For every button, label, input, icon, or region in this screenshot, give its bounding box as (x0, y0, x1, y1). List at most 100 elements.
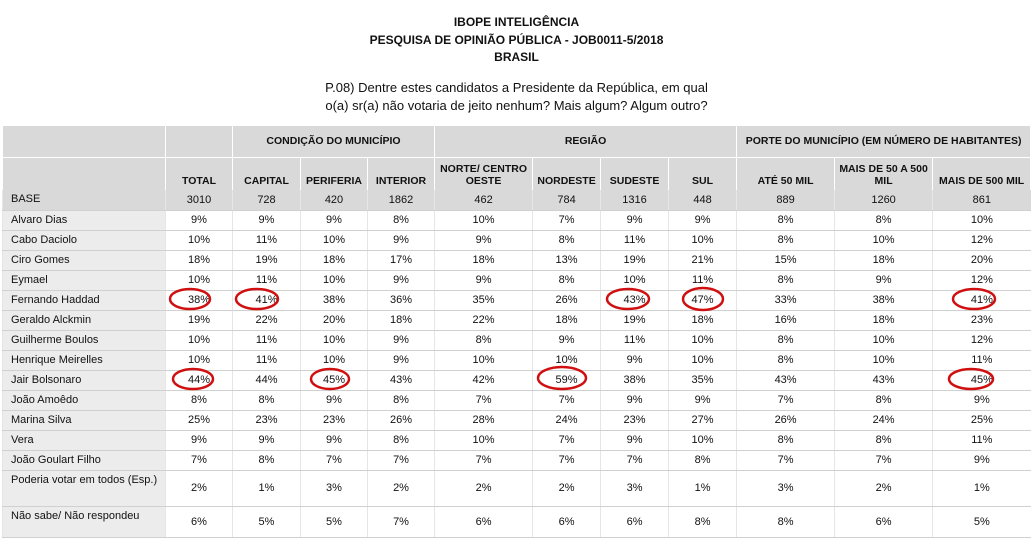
cell: 9% (600, 210, 669, 231)
column-header: ATÉ 50 MIL (736, 157, 836, 190)
cell: 8% (532, 270, 601, 291)
row-label: João Goulart Filho (2, 450, 166, 471)
cell: 8% (232, 450, 301, 471)
cell: 7% (434, 450, 533, 471)
cell: 35% (668, 370, 737, 391)
cell: 8% (834, 390, 933, 411)
cell: 43% (834, 370, 933, 391)
column-header: NORTE/ CENTRO OESTE (434, 157, 534, 190)
cell: 10% (165, 230, 233, 251)
column-header: TOTAL (165, 157, 233, 190)
cell: 9% (668, 390, 737, 411)
cell: 8% (736, 230, 835, 251)
cell: 1% (232, 470, 301, 507)
cell: 8% (736, 270, 835, 291)
cell: 448 (668, 190, 737, 211)
cell: 8% (668, 506, 737, 538)
cell: 43% (600, 290, 669, 311)
cell: 33% (736, 290, 835, 311)
cell: 11% (668, 270, 737, 291)
cell: 6% (434, 506, 533, 538)
cell: 15% (736, 250, 835, 271)
cell: 11% (932, 430, 1031, 451)
column-header: CAPITAL (232, 157, 301, 190)
cell: 8% (834, 210, 933, 231)
cell: 45% (300, 370, 368, 391)
cell: 20% (932, 250, 1031, 271)
table-row: Cabo Daciolo 10% 11% 10% 9% 9% 8% 11% 10% 8% 10% 12… (2, 230, 1031, 251)
cell: 9% (232, 430, 301, 451)
scope: BRASIL (494, 50, 539, 64)
cell: 8% (366, 390, 435, 411)
cell: 18% (668, 310, 737, 331)
cell: 1316 (600, 190, 669, 211)
cell: 9% (434, 230, 533, 251)
cell: 10% (668, 330, 737, 351)
cell: 18% (300, 250, 368, 271)
cell: 462 (434, 190, 533, 211)
cell: 43% (736, 370, 835, 391)
cell: 10% (932, 210, 1031, 231)
cell: 20% (300, 310, 368, 331)
cell: 8% (736, 350, 835, 371)
table-row: BASE 3010 728 420 1862 462 784 1316 448 889 1260 86… (2, 190, 1031, 211)
cell: 47% (668, 290, 737, 311)
cell: 1% (668, 470, 737, 507)
cell: 44% (165, 370, 233, 391)
cell: 16% (736, 310, 835, 331)
cell: 9% (600, 430, 669, 451)
table-row: Vera 9% 9% 9% 8% 10% 7% 9% 10% 8% 8% 11% (2, 430, 1031, 451)
cell: 9% (366, 270, 435, 291)
cell: 8% (736, 506, 835, 538)
cell: 41% (932, 290, 1031, 311)
cell: 1% (932, 470, 1031, 507)
cell: 784 (532, 190, 601, 211)
cell: 11% (232, 330, 301, 351)
table-row: Guilherme Boulos 10% 11% 10% 9% 8% 9% 11% 10% 8% 1… (2, 330, 1031, 351)
cell: 22% (434, 310, 533, 331)
table-row: Marina Silva 25% 23% 23% 26% 28% 24% 23% 27% 26% 2… (2, 410, 1031, 431)
row-label: Ciro Gomes (2, 250, 166, 271)
cell: 7% (532, 450, 601, 471)
cell: 9% (434, 270, 533, 291)
group-header: REGIÃO (434, 126, 738, 158)
cell: 420 (300, 190, 368, 211)
cell: 9% (834, 270, 933, 291)
cell: 9% (532, 330, 601, 351)
table-row: Jair Bolsonaro 44% 44% 45% 43% 42% 59% 38% 35% 43… (2, 370, 1031, 391)
cell: 38% (834, 290, 933, 311)
cell: 11% (600, 330, 669, 351)
cell: 7% (834, 450, 933, 471)
cell: 9% (165, 210, 233, 231)
table-row: João Amoêdo 8% 8% 9% 8% 7% 7% 9% 9% 7% 8% 9% (2, 390, 1031, 411)
cell: 3% (600, 470, 669, 507)
cell: 12% (932, 330, 1031, 351)
column-header: MAIS DE 500 MIL (932, 157, 1032, 190)
cell: 10% (165, 350, 233, 371)
column-header: INTERIOR (366, 157, 436, 190)
cell: 10% (434, 210, 533, 231)
cell: 23% (932, 310, 1031, 331)
cell: 24% (834, 410, 933, 431)
cell: 9% (232, 210, 301, 231)
cell: 6% (165, 506, 233, 538)
cell: 11% (932, 350, 1031, 371)
cell: 8% (834, 430, 933, 451)
cell: 7% (434, 390, 533, 411)
row-label: Poderia votar em todos (Esp.) (2, 470, 166, 507)
cell: 7% (532, 390, 601, 411)
cell: 10% (434, 430, 533, 451)
cell: 2% (834, 470, 933, 507)
cell: 23% (232, 410, 301, 431)
cell: 9% (600, 390, 669, 411)
cell: 9% (932, 390, 1031, 411)
cell: 41% (232, 290, 301, 311)
table-row: Não sabe/ Não respondeu 6% 5% 5% 7% 6% 6% 6% 8% 8… (2, 506, 1031, 538)
corner (2, 157, 166, 190)
table-row: Poderia votar em todos (Esp.) 2% 1% 3% 2% 2% 2… (2, 470, 1031, 507)
row-label: Cabo Daciolo (2, 230, 166, 251)
table-row: Geraldo Alckmin 19% 22% 20% 18% 22% 18% 19% 18% 1… (2, 310, 1031, 331)
title: PESQUISA DE OPINIÃO PÚBLICA - JOB0011-5/… (369, 33, 664, 47)
cell: 2% (165, 470, 233, 507)
cell: 3% (736, 470, 835, 507)
